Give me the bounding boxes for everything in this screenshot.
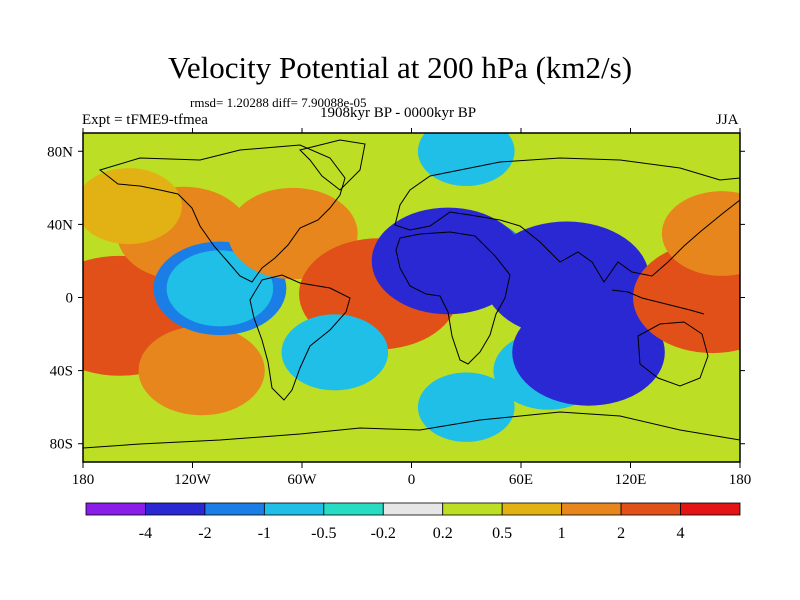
x-tick-label: 120W [174, 472, 212, 488]
colorbar-label: -1 [258, 525, 271, 542]
colorbar-swatch [323, 502, 384, 516]
field-center-southern-ocean-min [417, 372, 515, 442]
x-tick-label: 0 [408, 472, 416, 488]
field-center-west-pacific-north-max [661, 191, 740, 276]
rmsd-stats: rmsd= 1.20288 diff= 7.90088e-05 [190, 95, 367, 110]
y-tick-label: 40S [50, 364, 73, 380]
colorbar-label: 1 [558, 525, 566, 542]
y-tick-label: 80S [50, 437, 73, 453]
x-tick-label: 60W [287, 472, 317, 488]
field-center-west-pacific-high-max [83, 168, 182, 245]
colorbar-label: 4 [677, 525, 685, 542]
map-axes: 180 120W 60W 0 60E 120E 180 80N 40N 0 40S 80S [47, 128, 751, 488]
colorbar-swatch [145, 502, 206, 516]
field-center-indian-ocean-secondary-min [512, 298, 665, 406]
field-center-arctic-min [417, 133, 515, 186]
colorbar-swatch [620, 502, 681, 516]
period-label: 1908kyr BP - 0000kyr BP [320, 105, 477, 121]
coast-africa [395, 231, 511, 365]
velocity-potential-field [83, 133, 740, 462]
coast-south-america [249, 274, 351, 401]
colorbar-label: 2 [617, 525, 625, 542]
season-label: JJA [716, 112, 739, 128]
colorbar-label: -4 [139, 525, 152, 542]
colorbar-swatch [263, 502, 325, 516]
y-tick-label: 80N [47, 144, 73, 160]
colorbar-label: -0.2 [371, 525, 396, 542]
x-tick-label: 180 [729, 472, 752, 488]
colorbar-swatch [561, 502, 622, 516]
colorbar-label: -0.5 [311, 525, 336, 542]
coastlines [83, 139, 740, 449]
field-center-south-america-min [281, 314, 389, 391]
colorbar-label: 0.2 [433, 525, 453, 542]
coast-north-america [98, 144, 346, 283]
coast-greenland [299, 139, 366, 191]
colorbar-swatch [501, 502, 563, 516]
coast-europe-asia [394, 157, 740, 283]
chart-title: Velocity Potential at 200 hPa (km2/s) [167, 50, 633, 85]
colorbar-label: -2 [198, 525, 211, 542]
field-center-sahara-core-min [371, 207, 525, 315]
coast-indonesia [611, 289, 705, 315]
experiment-label: Expt = tFME9-tfmea [82, 112, 208, 128]
x-tick-label: 180 [72, 472, 95, 488]
colorbar: -4 -2 -1 -0.5 -0.2 0.2 0.5 1 2 4 [85, 502, 741, 542]
y-tick-label: 40N [47, 217, 73, 233]
colorbar-swatch [442, 502, 503, 516]
field-center-east-pacific-south-max [138, 326, 265, 416]
colorbar-swatch [204, 502, 265, 516]
x-tick-label: 120E [615, 472, 647, 488]
colorbar-swatch [382, 502, 444, 516]
coast-antarctica [83, 411, 740, 449]
x-tick-label: 60E [509, 472, 533, 488]
y-tick-label: 0 [66, 291, 74, 307]
field-center-eastern-pacific-min-ring [166, 250, 274, 327]
coast-australia [637, 321, 709, 387]
colorbar-swatch [680, 502, 741, 516]
colorbar-swatch [85, 502, 146, 516]
colorbar-label: 0.5 [492, 525, 512, 542]
